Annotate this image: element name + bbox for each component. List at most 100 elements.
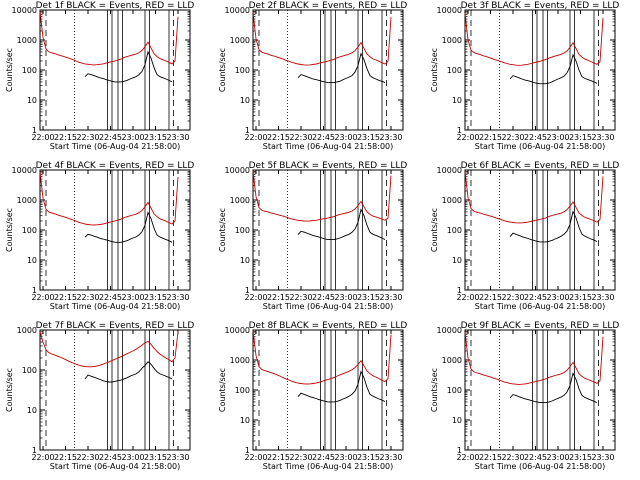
x-axis-label: Start Time (06-Aug-04 21:58:00) [475,142,606,151]
x-tick-label: 23:00 [546,293,569,302]
y-axis-label: Counts/sec [5,48,14,92]
series-line-lld [464,12,604,66]
y-tick-label: 1 [457,286,462,295]
x-tick-label: 22:45 [312,293,335,302]
y-tick-label: 1 [245,126,250,135]
x-tick-label: 22:00 [244,453,267,462]
x-tick-label: 23:30 [379,133,402,142]
plot-frame [464,329,616,451]
plot-frame [252,329,404,451]
x-tick-label: 23:30 [591,293,614,302]
series-line-events [297,370,386,403]
y-tick-label: 1000 [17,326,37,335]
y-tick-label: 1000 [17,36,37,45]
y-tick-label: 1 [32,126,37,135]
x-tick-label: 22:30 [501,133,524,142]
panel-title: Det 6f BLACK = Events, RED = LLD [461,161,620,171]
x-tick-label: 22:30 [289,453,312,462]
y-tick-label: 10 [27,406,37,415]
x-tick-label: 23:15 [357,293,380,302]
series-line-events [84,361,173,383]
series-line-lld [252,171,392,222]
x-tick-label: 23:00 [121,453,144,462]
x-tick-label: 23:15 [144,293,167,302]
x-tick-label: 22:00 [31,453,54,462]
panel-title: Det 3f BLACK = Events, RED = LLD [461,1,620,11]
plot-frame [252,169,404,291]
x-tick-label: 22:00 [456,133,479,142]
series-line-events [84,50,173,83]
panel-2: Det 2f BLACK = Events, RED = LLD 22:00 22:… [218,1,407,151]
x-tick-label: 23:30 [166,453,189,462]
plot-frame [464,169,616,291]
y-axis-label: Counts/sec [5,208,14,252]
x-tick-label: 22:30 [289,133,312,142]
y-tick-label: 10000 [12,166,37,175]
x-tick-label: 22:45 [99,133,122,142]
y-tick-label: 10000 [437,6,462,15]
x-tick-label: 22:15 [267,453,290,462]
x-tick-label: 23:00 [334,293,357,302]
series-line-events [509,371,598,404]
y-tick-label: 1 [32,286,37,295]
x-tick-label: 22:45 [524,133,547,142]
x-axis-label: Start Time (06-Aug-04 21:58:00) [263,142,394,151]
x-tick-label: 22:15 [54,293,77,302]
x-tick-label: 22:00 [31,293,54,302]
y-tick-label: 1 [457,126,462,135]
y-axis-label: Counts/sec [218,48,227,92]
x-tick-label: 22:15 [479,133,502,142]
y-tick-label: 10000 [437,326,462,335]
x-tick-label: 22:30 [76,293,99,302]
x-tick-label: 23:15 [569,133,592,142]
series-line-events [297,208,386,241]
x-axis-label: Start Time (06-Aug-04 21:58:00) [475,462,606,471]
x-tick-label: 22:30 [76,133,99,142]
x-tick-label: 23:15 [357,133,380,142]
x-tick-label: 23:30 [591,453,614,462]
x-tick-label: 23:30 [166,293,189,302]
panel-title: Det 4f BLACK = Events, RED = LLD [36,161,195,171]
x-tick-label: 22:30 [289,293,312,302]
x-tick-label: 23:30 [166,133,189,142]
y-tick-label: 10 [240,416,250,425]
y-axis-label: Counts/sec [430,368,439,412]
series-line-lld [39,171,179,226]
x-tick-label: 22:30 [501,453,524,462]
plot-frame [39,329,191,451]
y-tick-label: 1 [245,286,250,295]
y-tick-label: 100 [235,66,250,75]
x-tick-label: 22:00 [244,133,267,142]
y-tick-label: 100 [22,366,37,375]
panel-title: Det 9f BLACK = Events, RED = LLD [461,321,620,331]
x-tick-label: 22:30 [501,293,524,302]
y-tick-label: 100 [235,386,250,395]
x-tick-label: 22:45 [524,453,547,462]
panel-title: Det 8f BLACK = Events, RED = LLD [249,321,408,331]
panel-title: Det 2f BLACK = Events, RED = LLD [249,1,408,11]
y-tick-label: 10 [452,256,462,265]
x-tick-label: 22:45 [524,293,547,302]
y-tick-label: 10000 [437,166,462,175]
y-tick-label: 1000 [442,36,462,45]
y-tick-label: 1 [245,446,250,455]
x-tick-label: 22:00 [456,293,479,302]
plot-frame [252,9,404,131]
x-tick-label: 23:00 [546,453,569,462]
x-tick-label: 22:00 [244,293,267,302]
y-tick-label: 1 [457,446,462,455]
x-tick-label: 22:45 [99,453,122,462]
x-tick-label: 23:00 [546,133,569,142]
x-axis-label: Start Time (06-Aug-04 21:58:00) [263,462,394,471]
y-tick-label: 1 [32,446,37,455]
series-line-lld [464,331,604,385]
y-tick-label: 10 [452,416,462,425]
plot-frame [39,9,191,131]
y-tick-label: 10000 [225,6,250,15]
x-tick-label: 22:45 [99,293,122,302]
